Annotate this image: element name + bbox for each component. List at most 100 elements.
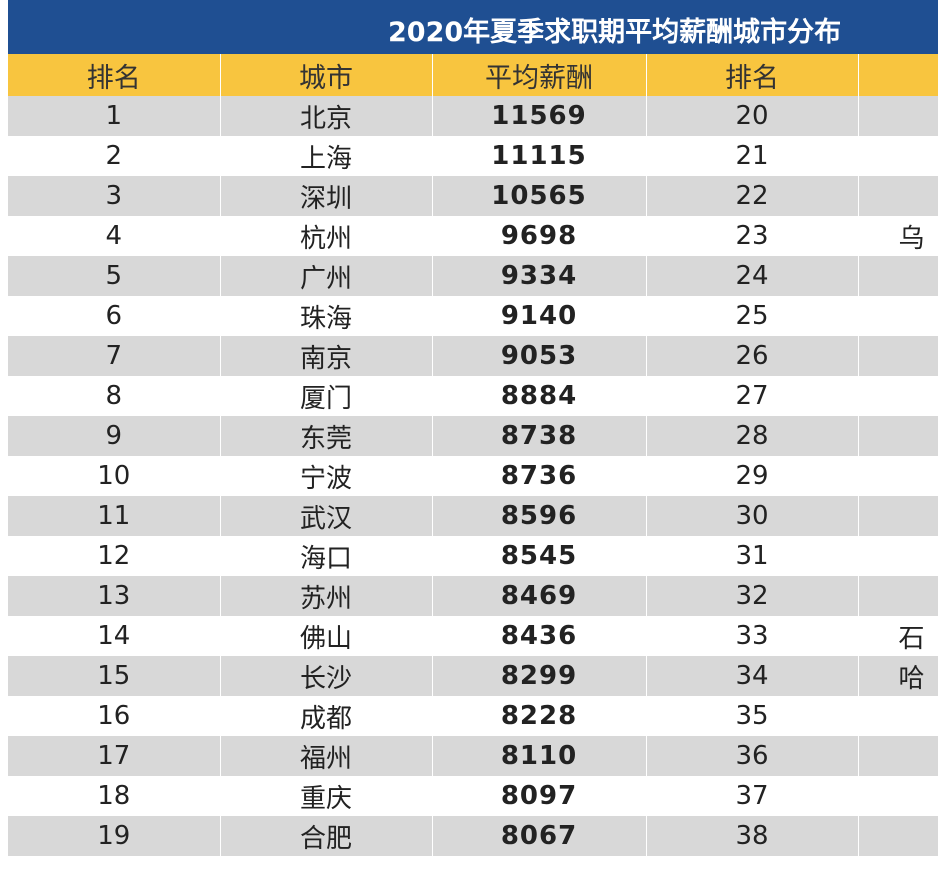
table-row: 3 深圳 10565 22 xyxy=(8,176,938,216)
salary-cell: 9140 xyxy=(431,296,646,336)
city-cell: 重庆 xyxy=(219,776,432,816)
page-title: 2020年夏季求职期平均薪酬城市分布 xyxy=(388,17,842,48)
city-2-cell xyxy=(857,776,938,816)
rank-cell: 7 xyxy=(8,336,220,376)
table-row: 16 成都 8228 35 xyxy=(8,696,938,736)
rank-cell: 14 xyxy=(8,616,220,656)
table-row: 12 海口 8545 31 xyxy=(8,536,938,576)
table-row: 6 珠海 9140 25 xyxy=(8,296,938,336)
rank-cell: 2 xyxy=(8,136,220,176)
city-cell: 佛山 xyxy=(219,616,432,656)
rank-cell: 9 xyxy=(8,416,220,456)
city-2-cell: 乌 xyxy=(857,216,938,256)
city-cell: 宁波 xyxy=(219,456,432,496)
header-rank: 排名 xyxy=(8,54,220,96)
salary-cell: 9053 xyxy=(431,336,646,376)
city-2-cell xyxy=(857,256,938,296)
rank-cell: 17 xyxy=(8,736,220,776)
header-salary: 平均薪酬 xyxy=(431,54,646,96)
salary-cell: 8469 xyxy=(431,576,646,616)
rank-cell: 8 xyxy=(8,376,220,416)
salary-cell: 8299 xyxy=(431,656,646,696)
salary-cell: 10565 xyxy=(431,176,646,216)
city-2-cell xyxy=(857,376,938,416)
rank-2-cell: 22 xyxy=(645,176,858,216)
city-cell: 上海 xyxy=(219,136,432,176)
rank-cell: 16 xyxy=(8,696,220,736)
rank-cell: 1 xyxy=(8,96,220,136)
city-2-cell xyxy=(857,336,938,376)
header-row: 排名 城市 平均薪酬 排名 xyxy=(8,54,938,96)
table-row: 17 福州 8110 36 xyxy=(8,736,938,776)
city-cell: 海口 xyxy=(219,536,432,576)
city-2-cell xyxy=(857,456,938,496)
city-cell: 苏州 xyxy=(219,576,432,616)
rank-cell: 10 xyxy=(8,456,220,496)
salary-cell: 8884 xyxy=(431,376,646,416)
table-row: 8 厦门 8884 27 xyxy=(8,376,938,416)
rank-2-cell: 23 xyxy=(645,216,858,256)
city-cell: 深圳 xyxy=(219,176,432,216)
title-bar: 2020年夏季求职期平均薪酬城市分布 xyxy=(8,0,938,54)
rank-2-cell: 27 xyxy=(645,376,858,416)
rank-2-cell: 25 xyxy=(645,296,858,336)
salary-cell: 8110 xyxy=(431,736,646,776)
city-cell: 长沙 xyxy=(219,656,432,696)
table-row: 18 重庆 8097 37 xyxy=(8,776,938,816)
city-cell: 杭州 xyxy=(219,216,432,256)
header-city: 城市 xyxy=(219,54,432,96)
city-2-cell xyxy=(857,736,938,776)
city-cell: 厦门 xyxy=(219,376,432,416)
rank-cell: 19 xyxy=(8,816,220,856)
rank-2-cell: 30 xyxy=(645,496,858,536)
rank-2-cell: 34 xyxy=(645,656,858,696)
rank-2-cell: 28 xyxy=(645,416,858,456)
rank-cell: 13 xyxy=(8,576,220,616)
table-row: 1 北京 11569 20 xyxy=(8,96,938,136)
city-2-cell xyxy=(857,816,938,856)
table-row: 9 东莞 8738 28 xyxy=(8,416,938,456)
rank-cell: 11 xyxy=(8,496,220,536)
city-cell: 珠海 xyxy=(219,296,432,336)
salary-cell: 8736 xyxy=(431,456,646,496)
rank-2-cell: 29 xyxy=(645,456,858,496)
city-cell: 广州 xyxy=(219,256,432,296)
city-2-cell xyxy=(857,96,938,136)
city-cell: 北京 xyxy=(219,96,432,136)
rank-2-cell: 26 xyxy=(645,336,858,376)
table-row: 19 合肥 8067 38 xyxy=(8,816,938,856)
salary-cell: 9334 xyxy=(431,256,646,296)
table-row: 14 佛山 8436 33 石 xyxy=(8,616,938,656)
rank-2-cell: 32 xyxy=(645,576,858,616)
rank-cell: 18 xyxy=(8,776,220,816)
table-row: 2 上海 11115 21 xyxy=(8,136,938,176)
city-2-cell: 哈 xyxy=(857,656,938,696)
city-cell: 福州 xyxy=(219,736,432,776)
rank-cell: 3 xyxy=(8,176,220,216)
rank-cell: 4 xyxy=(8,216,220,256)
table-row: 5 广州 9334 24 xyxy=(8,256,938,296)
table-row: 11 武汉 8596 30 xyxy=(8,496,938,536)
salary-cell: 8228 xyxy=(431,696,646,736)
rank-cell: 12 xyxy=(8,536,220,576)
rank-2-cell: 33 xyxy=(645,616,858,656)
rank-cell: 5 xyxy=(8,256,220,296)
table-row: 13 苏州 8469 32 xyxy=(8,576,938,616)
salary-cell: 11115 xyxy=(431,136,646,176)
header-rank-2: 排名 xyxy=(645,54,858,96)
salary-table: 排名 城市 平均薪酬 排名 1 北京 11569 20 2 上海 11115 21 3 深圳 105… xyxy=(8,54,938,856)
rank-2-cell: 35 xyxy=(645,696,858,736)
city-2-cell xyxy=(857,496,938,536)
rank-2-cell: 21 xyxy=(645,136,858,176)
city-cell: 合肥 xyxy=(219,816,432,856)
city-cell: 武汉 xyxy=(219,496,432,536)
table-row: 4 杭州 9698 23 乌 xyxy=(8,216,938,256)
city-2-cell xyxy=(857,696,938,736)
header-city-2 xyxy=(857,54,938,96)
rank-2-cell: 31 xyxy=(645,536,858,576)
table-body: 1 北京 11569 20 2 上海 11115 21 3 深圳 10565 22 4 杭州 9698 23 乌… xyxy=(8,96,938,856)
salary-cell: 8545 xyxy=(431,536,646,576)
city-2-cell xyxy=(857,536,938,576)
table-row: 15 长沙 8299 34 哈 xyxy=(8,656,938,696)
rank-cell: 6 xyxy=(8,296,220,336)
